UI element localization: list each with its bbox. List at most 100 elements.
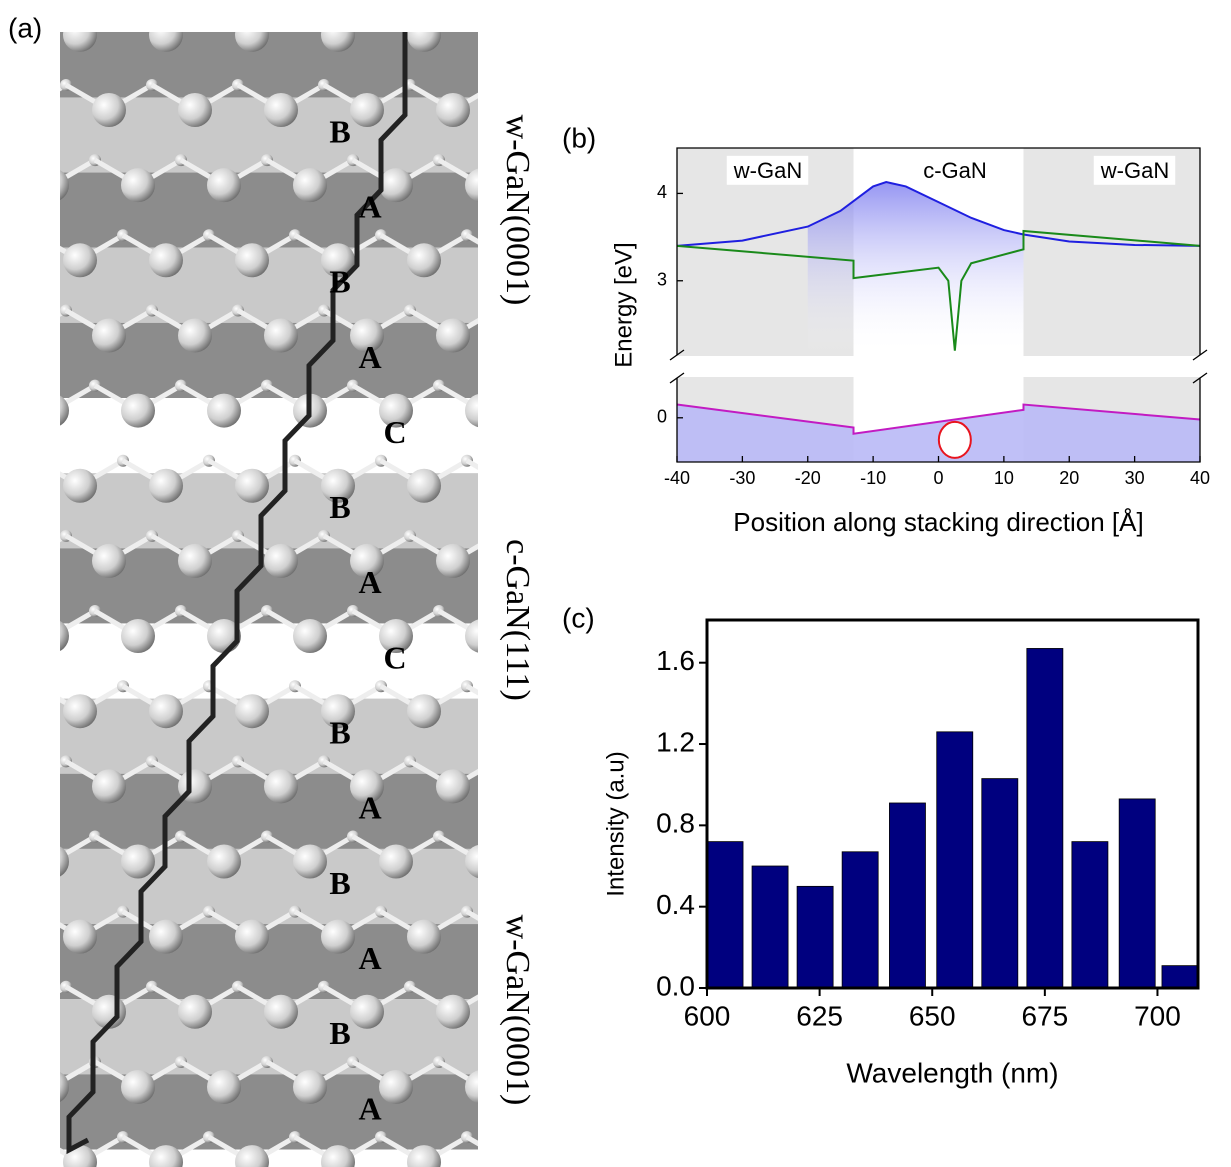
atom-n (461, 4, 473, 16)
bar (706, 841, 744, 989)
atom-ga (321, 1145, 355, 1167)
atom-n (31, 906, 43, 918)
region-label: w-GaN (733, 158, 802, 183)
atom-ga (465, 619, 478, 653)
atom-ga (63, 243, 97, 278)
x-tick-label: 700 (1134, 1000, 1181, 1031)
bar (841, 851, 879, 989)
atom-ga (235, 694, 269, 729)
bond (0, 461, 37, 486)
bar (981, 778, 1019, 989)
layer-label: A (358, 339, 381, 375)
atom-n (289, 4, 301, 16)
atom-ga (63, 32, 97, 52)
atom-ga (321, 919, 355, 954)
bond (60, 82, 68, 92)
atom-ga (379, 168, 413, 203)
bond (568, 386, 611, 411)
atom-ga (321, 243, 355, 278)
bond (422, 32, 434, 38)
axis-break-mark (669, 349, 685, 361)
axis-frame (705, 618, 1200, 990)
y-tick-label: 0.0 (656, 970, 695, 1001)
bond (0, 686, 37, 711)
bond (539, 987, 582, 1012)
atom-ga (63, 468, 97, 503)
atom-ga (293, 619, 327, 654)
atom-ga (235, 1145, 269, 1167)
structure-labels: B A B A C B A C B A B A B Aw-GaN(0001) c-GaN(111) w-GaN… (329, 113, 536, 1126)
bond (60, 533, 68, 543)
atom-ga (121, 844, 155, 879)
atom-ga (6, 995, 40, 1029)
bond (414, 32, 426, 38)
atom-ga (0, 694, 11, 728)
atom-ga (436, 994, 470, 1029)
atom-ga (407, 1145, 441, 1167)
atom-ga (407, 919, 441, 954)
structure-image (0, 4, 611, 1167)
bond (568, 1062, 611, 1087)
bond (9, 1062, 52, 1087)
band-chart: -40 -30 -20 -10 0 10 20 30 40 0 3 4 w-GaN c-GaN w-GaN P… (610, 147, 1210, 537)
zigzag-chain (66, 32, 408, 1155)
atom-n (490, 304, 502, 316)
atom-ga (293, 844, 327, 879)
atom-ga (407, 243, 441, 278)
bond (9, 160, 52, 185)
band-line (676, 181, 1201, 247)
region-label-box (917, 155, 993, 185)
bond (250, 32, 262, 38)
x-tick-label: -10 (860, 468, 886, 488)
x-tick-label: 0 (933, 468, 943, 488)
bar (1161, 965, 1199, 989)
bond (510, 1137, 553, 1162)
bar (936, 731, 974, 989)
bond (242, 32, 254, 38)
y-tick-label: 1.2 (656, 726, 695, 757)
atom-ga (465, 168, 478, 202)
atom-ga (92, 769, 126, 804)
bond (60, 984, 68, 994)
atom-n (576, 304, 588, 316)
atom-n (576, 530, 588, 542)
bond (78, 32, 90, 38)
bond (0, 987, 23, 1012)
atom-ga (321, 694, 355, 729)
atom-ga (6, 93, 40, 127)
bond (539, 761, 582, 786)
x-tick-label: -40 (664, 468, 690, 488)
y-tick-label: 0.4 (656, 889, 695, 920)
atom-ga (407, 468, 441, 503)
atom-ga (264, 318, 298, 353)
panel-label: (b) (562, 122, 596, 153)
bond (0, 912, 37, 937)
x-tick-label: 675 (1021, 1000, 1068, 1031)
atom-ga (60, 395, 69, 426)
atom-ga (207, 1069, 241, 1104)
layer-label: B (329, 715, 350, 751)
atom-ga (92, 93, 126, 127)
atom-ga (178, 994, 212, 1029)
x-tick-label: -20 (795, 468, 821, 488)
atom-n (519, 831, 531, 843)
atom-ga (121, 619, 155, 654)
marker-circle (937, 420, 972, 459)
atom-ga (0, 1145, 11, 1167)
axis-break-gap (675, 356, 1202, 377)
bond (9, 837, 52, 862)
axis-break-mark (1192, 372, 1208, 384)
x-axis-label: Wavelength (nm) (846, 1057, 1058, 1088)
x-tick-label: 40 (1190, 468, 1210, 488)
bond (510, 461, 553, 486)
y-axis-label: Intensity (a.u) (602, 751, 629, 896)
atom-n (117, 4, 129, 16)
atom-n (203, 4, 215, 16)
atom-ga (350, 318, 384, 353)
phase-label: w-GaN(0001) (499, 915, 536, 1106)
atom-n (31, 455, 43, 467)
band-line (676, 229, 1201, 351)
atom-ga (407, 694, 441, 729)
atom-ga (551, 845, 585, 879)
bond (465, 233, 478, 245)
